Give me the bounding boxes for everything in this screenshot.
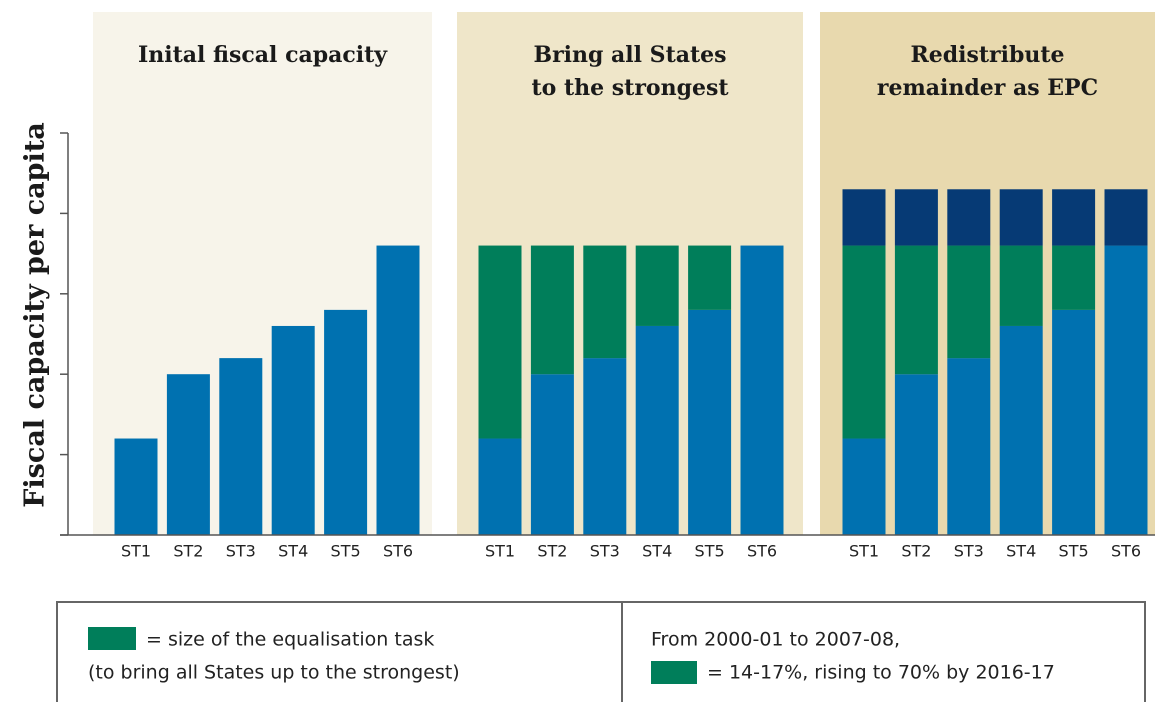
bar-segment [1052,245,1096,310]
bar-segment [842,438,886,535]
x-tick-label: ST5 [695,542,725,561]
bar-segment [530,245,574,375]
legend-text: = size of the equalisation task [146,629,434,651]
bar-segment [166,374,210,535]
bar-segment [1052,189,1096,246]
bar-segment [947,245,991,359]
panel-title: to the strongest [531,75,729,101]
bar-segment [894,245,938,375]
x-tick-label: ST2 [901,542,931,561]
bar-segment [688,309,732,535]
bar-segment [583,245,627,359]
bar-segment [740,245,784,535]
bar-segment [635,325,679,535]
legend-text: = 14-17%, rising to 70% by 2016-17 [707,662,1055,684]
bar-segment [947,189,991,246]
bar-segment [688,245,732,310]
bar-segment [894,374,938,535]
bar-segment [947,358,991,535]
x-tick-label: ST1 [849,542,879,561]
legend-text: (to bring all States up to the strongest… [88,662,460,684]
x-tick-label: ST1 [485,542,515,561]
x-tick-label: ST6 [747,542,777,561]
bar-segment [999,325,1043,535]
x-tick-label: ST6 [1111,542,1141,561]
x-tick-label: ST5 [1059,542,1089,561]
bar-segment [271,325,315,535]
panel-title: Redistribute [910,42,1064,68]
bar-segment [530,374,574,535]
legend-swatch [88,627,136,650]
x-tick-label: ST4 [642,542,672,561]
bar-segment [842,245,886,439]
x-tick-label: ST6 [383,542,413,561]
bar-segment [999,245,1043,326]
bar-segment [842,189,886,246]
legend-swatch [651,661,697,684]
bar-segment [999,189,1043,246]
x-tick-label: ST4 [278,542,308,561]
bar-segment [478,245,522,439]
x-tick-label: ST4 [1006,542,1036,561]
x-tick-label: ST2 [537,542,567,561]
bar-segment [324,309,368,535]
bar-segment [1104,189,1148,246]
panel-title: Inital fiscal capacity [138,42,388,68]
legend-box [56,601,1146,702]
bar-segment [635,245,679,326]
legend-text: From 2000-01 to 2007-08, [651,629,900,651]
x-tick-label: ST2 [173,542,203,561]
x-tick-label: ST3 [590,542,620,561]
bar-segment [478,438,522,535]
bar-segment [1104,245,1148,535]
bar-segment [219,358,263,535]
x-tick-label: ST3 [226,542,256,561]
x-tick-label: ST5 [331,542,361,561]
bar-segment [894,189,938,246]
panel-title: Bring all States [533,42,726,68]
bar-segment [376,245,420,535]
bar-segment [114,438,158,535]
bar-segment [1052,309,1096,535]
x-tick-label: ST3 [954,542,984,561]
x-tick-label: ST1 [121,542,151,561]
panel-title: remainder as EPC [877,75,1098,101]
bar-segment [583,358,627,535]
y-axis-label: Fiscal capacity per capita [20,122,51,508]
